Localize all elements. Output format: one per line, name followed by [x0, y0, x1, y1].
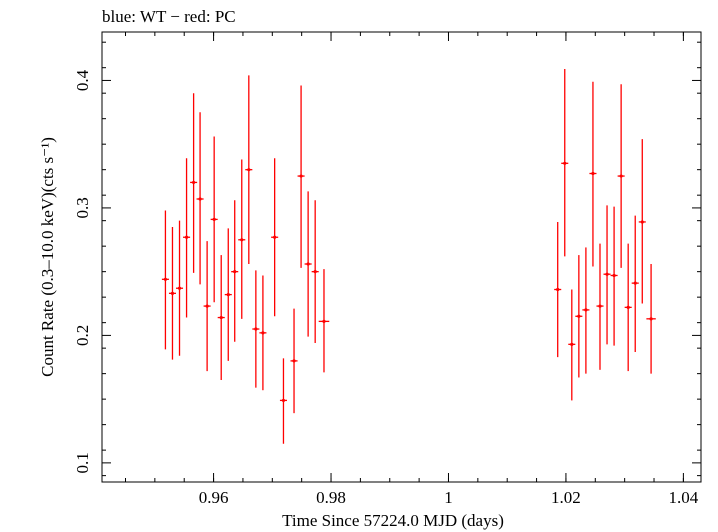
data-point	[279, 358, 287, 444]
x-tick-label: 0.98	[316, 488, 346, 507]
y-tick-label: 0.1	[73, 452, 92, 473]
point-marker	[192, 180, 196, 185]
data-point	[175, 220, 184, 356]
point-marker	[219, 315, 223, 320]
data-point	[259, 275, 267, 391]
point-marker	[247, 168, 251, 172]
point-marker	[322, 319, 326, 323]
y-tick-label: 0.4	[73, 69, 92, 91]
data-point	[217, 255, 225, 381]
data-point	[610, 206, 618, 346]
point-marker	[184, 235, 189, 239]
chart-title: blue: WT − red: PC	[102, 7, 236, 26]
plot-border	[101, 31, 702, 483]
data-point	[603, 205, 611, 345]
point-marker	[591, 171, 595, 176]
data-points	[161, 68, 656, 444]
data-point	[318, 269, 330, 373]
point-marker	[563, 161, 567, 165]
data-point	[196, 112, 204, 285]
data-point	[304, 191, 312, 337]
data-point	[210, 136, 218, 303]
y-axis: 0.1 0.2 0.3 0.4	[73, 41, 701, 477]
point-marker	[177, 286, 182, 290]
y-tick-label: 0.3	[73, 197, 92, 218]
data-point	[311, 200, 319, 344]
point-marker	[640, 220, 644, 224]
data-point	[554, 221, 562, 358]
data-point	[582, 247, 590, 374]
data-point	[224, 228, 232, 361]
point-marker	[570, 342, 574, 346]
data-point	[245, 75, 253, 265]
data-point	[568, 289, 576, 401]
data-point	[203, 241, 211, 372]
data-point	[161, 210, 169, 350]
data-point	[575, 255, 583, 378]
point-marker	[163, 277, 168, 281]
point-marker	[598, 304, 602, 308]
x-tick-label: 1.02	[551, 488, 581, 507]
point-marker	[273, 235, 277, 239]
point-marker	[292, 359, 296, 363]
y-axis-label: Count Rate (0.3–10.0 keV)(cts s⁻¹)	[38, 137, 57, 377]
point-marker	[281, 398, 286, 403]
point-marker	[226, 293, 230, 297]
data-point	[617, 84, 625, 268]
point-marker	[584, 308, 588, 312]
point-marker	[313, 270, 317, 274]
point-marker	[306, 262, 310, 266]
point-marker	[240, 238, 244, 242]
x-axis-label: Time Since 57224.0 MJD (days)	[282, 511, 504, 530]
data-point	[271, 158, 279, 317]
point-marker	[299, 174, 303, 178]
point-marker	[254, 327, 258, 331]
data-point	[238, 159, 246, 319]
x-tick-label: 0.96	[199, 488, 229, 507]
data-point	[589, 81, 597, 267]
x-tick-label: 1	[444, 488, 453, 507]
data-point	[190, 93, 198, 273]
point-marker	[649, 317, 653, 321]
point-marker	[212, 217, 216, 221]
point-marker	[198, 197, 202, 201]
x-tick-label: 1.04	[669, 488, 699, 507]
data-point	[631, 215, 639, 352]
data-point	[183, 158, 191, 318]
point-marker	[619, 174, 623, 178]
point-marker	[205, 304, 209, 308]
data-point	[646, 264, 656, 374]
point-marker	[626, 305, 630, 309]
data-point	[638, 139, 646, 304]
point-marker	[261, 331, 265, 335]
y-tick-label: 0.2	[73, 325, 92, 346]
point-marker	[577, 314, 581, 318]
data-point	[297, 85, 305, 268]
point-marker	[612, 273, 616, 278]
data-point	[596, 243, 604, 370]
x-axis: 0.96 0.98 1 1.02 1.04	[124, 32, 699, 507]
plot-frame	[101, 31, 702, 483]
data-point	[290, 308, 298, 414]
point-marker	[633, 281, 637, 285]
data-point	[252, 270, 260, 388]
data-point	[624, 243, 632, 372]
point-marker	[605, 272, 609, 276]
data-point	[561, 68, 569, 257]
data-point	[168, 227, 176, 360]
point-marker	[170, 291, 175, 295]
data-point	[231, 200, 239, 342]
point-marker	[233, 270, 237, 274]
point-marker	[556, 287, 560, 292]
